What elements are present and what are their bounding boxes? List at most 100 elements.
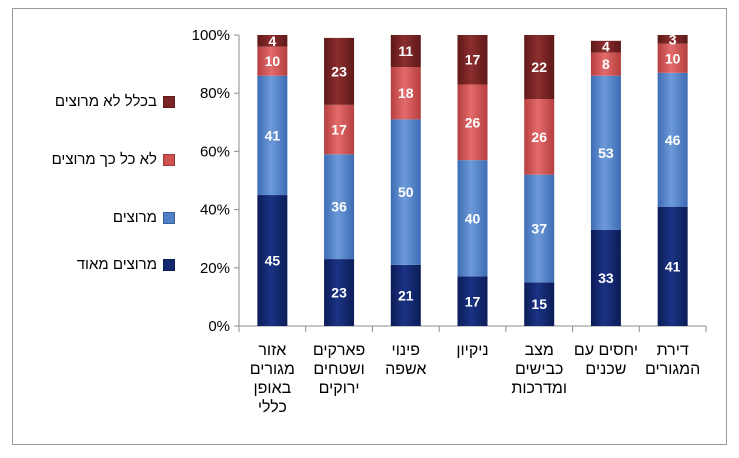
data-label: 41	[665, 258, 681, 274]
bar-segment	[457, 160, 488, 277]
bar-segment	[324, 104, 355, 155]
y-tick-label: 20%	[200, 260, 230, 277]
x-category-label-line: ושטחים	[313, 361, 365, 378]
bar-segment	[457, 35, 488, 85]
bar-segment	[524, 99, 555, 175]
bar-segment	[257, 46, 288, 76]
y-tick-label: 40%	[200, 202, 230, 219]
bars: 45 41 10 4 23 36 17 23 21 50 18 11 17 40 26 17 15 37 26 22 3…	[257, 31, 688, 326]
x-category-label: פארקים ושטחים ירוקים	[306, 341, 372, 398]
legend-item: מרוצים	[20, 209, 175, 226]
data-label: 17	[465, 52, 481, 68]
data-label: 10	[265, 53, 281, 69]
bar-segment	[390, 119, 421, 265]
bar-segment	[457, 84, 488, 161]
legend-swatch	[163, 258, 175, 271]
legend-swatch	[163, 95, 175, 108]
x-category-label-line: אשפה	[385, 361, 427, 378]
x-category-label-line: שכנים	[585, 361, 627, 378]
x-category-label-line: מצב	[524, 342, 554, 359]
bar-segment	[657, 206, 688, 326]
data-label: 37	[531, 221, 547, 237]
y-tick-label: 80%	[200, 85, 230, 102]
x-category-label-line: ניקיון	[456, 342, 489, 359]
bar-segment	[524, 282, 555, 326]
x-category-label: אזור מגורים באופן כללי	[239, 341, 305, 417]
data-label: 8	[602, 56, 610, 72]
data-label: 26	[465, 114, 481, 130]
x-category-label-line: כבישים	[514, 361, 564, 378]
x-category-label-line: כללי	[257, 399, 287, 416]
x-category-label-line: יחסים עם	[573, 342, 638, 359]
data-label: 22	[531, 59, 547, 75]
x-category-label-line: פינוי	[391, 342, 420, 359]
bar-segment	[524, 174, 555, 283]
data-label: 3	[669, 31, 677, 47]
x-category-label: דירת המגורים	[640, 341, 706, 379]
data-label: 4	[602, 39, 610, 55]
x-category-label-line: ירוקים	[318, 380, 360, 397]
bar-segment	[657, 43, 688, 73]
bar-segment	[590, 75, 621, 230]
legend-swatch	[163, 211, 175, 224]
bar-segment	[590, 40, 621, 53]
legend-label: מרוצים	[112, 209, 157, 226]
bar-segment	[657, 35, 688, 44]
x-category-label-line: המגורים	[644, 361, 701, 378]
x-category-label: יחסים עם שכנים	[573, 341, 639, 379]
bar-segment	[324, 37, 355, 105]
data-label: 53	[598, 145, 614, 161]
legend-label: מרוצים מאוד	[76, 256, 157, 273]
bar-segment	[390, 67, 421, 120]
bar-segment	[324, 259, 355, 326]
x-category-label: פינוי אשפה	[373, 341, 439, 379]
x-category-label-line: באופן	[253, 380, 292, 397]
data-label: 15	[531, 296, 547, 312]
data-label: 17	[465, 293, 481, 309]
legend-label: לא כל כך מרוצים	[51, 151, 157, 168]
data-label: 46	[665, 132, 681, 148]
legend-item: בכלל לא מרוצים	[20, 93, 175, 110]
y-tick-label: 0%	[208, 318, 230, 335]
data-label: 50	[398, 184, 414, 200]
x-category-label-line: ומדרכות	[511, 380, 568, 397]
legend: בכלל לא מרוצים לא כל כך מרוצים מרוצים מרוצי…	[20, 0, 180, 458]
bar-segment	[324, 154, 355, 260]
legend-item: לא כל כך מרוצים	[20, 151, 175, 168]
bar-segment	[390, 264, 421, 326]
data-label: 41	[265, 127, 281, 143]
data-label: 11	[398, 43, 413, 59]
data-label: 23	[331, 63, 347, 79]
bar-segment	[457, 276, 488, 326]
data-label: 4	[268, 33, 276, 49]
data-label: 10	[665, 50, 681, 66]
bar-segment	[390, 35, 421, 68]
data-label: 21	[398, 287, 414, 303]
x-category-label-line: מגורים	[249, 361, 295, 378]
x-category-label-line: אזור	[258, 342, 287, 359]
x-category-label-line: דירת	[656, 342, 689, 359]
x-category-label-line: פארקים	[312, 342, 366, 359]
data-label: 45	[265, 253, 281, 269]
bar-segment	[257, 195, 288, 326]
data-label: 26	[531, 129, 547, 145]
data-label: 23	[331, 285, 347, 301]
bar-segment	[657, 72, 688, 207]
legend-label: בכלל לא מרוצים	[54, 93, 157, 110]
legend-item: מרוצים מאוד	[20, 256, 175, 273]
bar-segment	[590, 52, 621, 76]
data-label: 40	[465, 210, 481, 226]
data-label: 33	[598, 270, 614, 286]
x-category-label: מצב כבישים ומדרכות	[506, 341, 572, 398]
legend-swatch	[163, 153, 175, 166]
bar-segment	[590, 229, 621, 326]
bar-segment	[524, 35, 555, 100]
data-label: 17	[331, 122, 347, 138]
data-label: 18	[398, 85, 414, 101]
y-tick-label: 100%	[192, 27, 230, 44]
bar-segment	[257, 35, 288, 47]
axes: 0% 20% 40% 60% 80% 100%	[192, 27, 707, 335]
data-label: 36	[331, 199, 347, 215]
x-category-label: ניקיון	[440, 341, 506, 360]
